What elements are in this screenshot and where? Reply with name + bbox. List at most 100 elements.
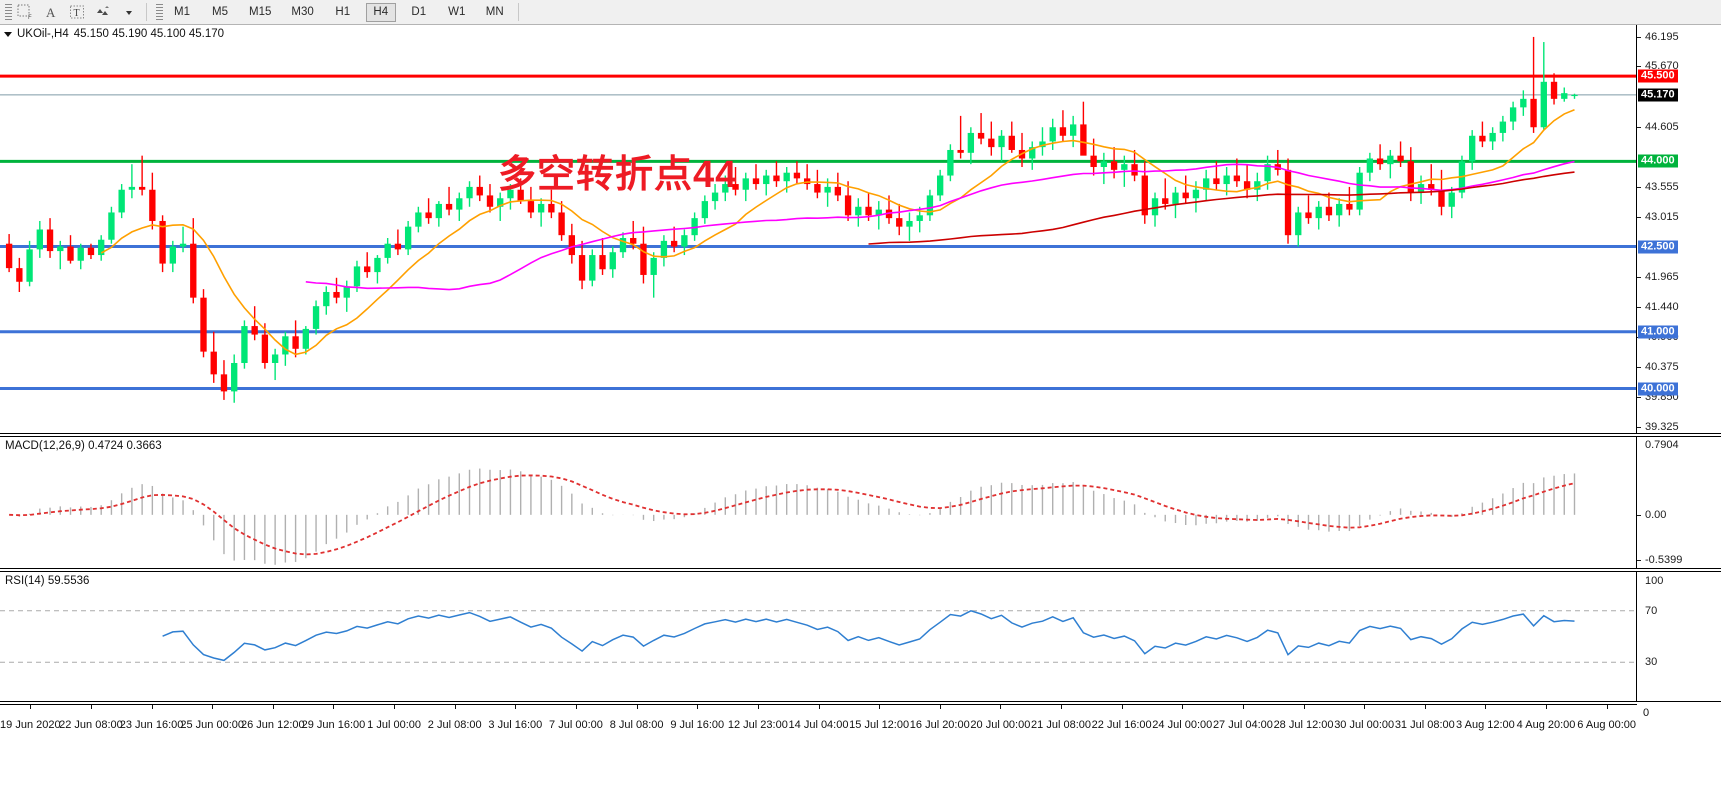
price-tick: 40.375 (1637, 361, 1679, 373)
time-tick-mark (212, 705, 214, 709)
time-tick-mark (757, 705, 759, 709)
price-tag-level-line: 41.000 (1638, 325, 1678, 339)
time-tick-mark (879, 705, 881, 709)
rsi-pane[interactable]: 100 70 30 RSI(14) 59.5536 (0, 571, 1721, 702)
time-tick-mark (575, 705, 577, 709)
price-tag-support-line: 44.000 (1638, 154, 1678, 168)
timeframe-m1[interactable]: M1 (174, 6, 190, 18)
toolbar-divider (146, 3, 147, 21)
symbol-label: UKOil-,H4 (17, 28, 69, 40)
timeframe-d1[interactable]: D1 (411, 6, 427, 18)
price-tag-current-price: 45.170 (1638, 88, 1678, 102)
time-tick-mark (1546, 705, 1548, 709)
time-tick-mark (1242, 705, 1244, 709)
rsi-layer (0, 609, 1636, 663)
price-tick: 46.195 (1637, 31, 1679, 43)
time-axis-label: 28 Jul 12:00 (1273, 719, 1334, 731)
time-tick-mark (30, 705, 32, 709)
text-label-A-icon[interactable]: A (38, 1, 64, 24)
axis-corner-value: 0 (1643, 707, 1650, 719)
time-axis-label: 22 Jul 16:00 (1091, 719, 1152, 731)
price-candles-layer (0, 36, 1636, 403)
time-tick-mark (1182, 705, 1184, 709)
time-axis-label: 30 Jul 00:00 (1334, 719, 1395, 731)
rsi-tick: 70 (1645, 604, 1658, 617)
time-axis-label: 25 Jun 00:00 (180, 719, 245, 731)
time-axis-label: 26 Jun 12:00 (241, 719, 305, 731)
time-axis-label: 3 Aug 12:00 (1456, 719, 1515, 731)
macd-tick: -0.5399 (1637, 554, 1682, 566)
chevron-down-icon[interactable] (116, 1, 142, 24)
chart-annotation-text: 多空转折点44 (498, 154, 738, 196)
price-tick: 43.015 (1637, 211, 1679, 223)
price-tag-resistance-line: 45.500 (1638, 69, 1678, 83)
macd-tick: 0.7904 (1645, 439, 1679, 451)
timeframe-m5[interactable]: M5 (212, 6, 228, 18)
time-axis-label: 7 Jul 00:00 (549, 719, 603, 731)
svg-text:A: A (46, 5, 56, 20)
price-tick: 44.605 (1637, 121, 1679, 133)
time-tick-mark (1364, 705, 1366, 709)
crosshair-grid-icon[interactable]: F (12, 1, 38, 24)
toolbar-grip[interactable] (5, 3, 12, 21)
timeframe-m30[interactable]: M30 (291, 6, 314, 18)
rsi-tick: 30 (1645, 656, 1658, 669)
timeframe-h1[interactable]: H1 (335, 6, 351, 18)
time-tick-mark (1061, 705, 1063, 709)
macd-tick: 0.00 (1637, 509, 1666, 521)
timeframe-m15[interactable]: M15 (249, 6, 272, 18)
timeframe-h4[interactable]: H4 (365, 2, 396, 22)
toolbar: F A T M1 M5 (0, 0, 1721, 25)
svg-text:F: F (28, 15, 32, 20)
timeframe-mn[interactable]: MN (485, 6, 504, 18)
rsi-scale: 100 70 30 (1637, 572, 1721, 701)
symbol-header[interactable]: UKOil-,H4 45.150 45.190 45.100 45.170 (4, 28, 224, 40)
time-axis-label: 8 Jul 08:00 (609, 719, 664, 731)
time-tick-mark (697, 705, 699, 709)
time-axis-label: 31 Jul 08:00 (1394, 719, 1455, 731)
price-tick: 39.325 (1637, 421, 1679, 433)
timeframe-group-grip[interactable] (156, 3, 163, 21)
time-axis-label: 14 Jul 04:00 (788, 719, 849, 731)
chevron-down-icon[interactable] (4, 31, 12, 37)
macd-pane[interactable]: 0.7904 0.00 -0.5399 MACD(12,26,9) 0.4724 0… (0, 436, 1721, 569)
chart-area[interactable]: 多空转折点44 46.195 45.670 44.605 43.555 43.015 41… (0, 25, 1721, 792)
price-tick: 41.965 (1637, 271, 1679, 283)
timeframe-w1[interactable]: W1 (448, 6, 466, 18)
time-tick-mark (272, 705, 274, 709)
macd-label: MACD(12,26,9) 0.4724 0.3663 (5, 440, 162, 452)
objects-shapes-icon[interactable] (90, 1, 116, 24)
price-tag-level-line: 42.500 (1638, 240, 1678, 254)
time-tick-mark (515, 705, 517, 709)
rsi-label: RSI(14) 59.5536 (5, 575, 90, 587)
time-axis-label: 21 Jul 08:00 (1031, 719, 1091, 731)
time-tick-mark (90, 705, 92, 709)
time-tick-mark (151, 705, 153, 709)
time-axis-label: 2 Jul 08:00 (427, 719, 482, 731)
svg-text:T: T (74, 8, 80, 19)
toolbar-divider-2 (517, 3, 519, 21)
time-axis-label: 12 Jul 23:00 (727, 719, 788, 731)
time-tick-mark (1606, 705, 1608, 709)
time-axis-label: 6 Aug 00:00 (1577, 719, 1637, 731)
time-tick-mark (394, 705, 396, 709)
price-scale[interactable]: 46.195 45.670 44.605 43.555 43.015 41.965 41.4… (1637, 25, 1721, 433)
time-axis-label: 24 Jul 00:00 (1152, 719, 1213, 731)
ohlc-values: 45.150 45.190 45.100 45.170 (73, 28, 225, 40)
time-axis-label: 9 Jul 16:00 (670, 719, 725, 731)
price-tick: 45.670 (1637, 60, 1679, 72)
rsi-plot[interactable] (0, 572, 1637, 701)
macd-plot[interactable] (0, 437, 1637, 568)
price-tick: 41.440 (1637, 301, 1679, 313)
text-box-T-icon[interactable]: T (64, 1, 90, 24)
time-tick-mark (454, 705, 456, 709)
time-axis-label: 3 Jul 16:00 (488, 719, 543, 731)
axis-corner: 0 (1637, 704, 1721, 792)
time-axis[interactable]: 19 Jun 2020 22 Jun 08:00 23 Jun 16:00 25 Ju… (0, 704, 1637, 792)
price-plot[interactable]: 多空转折点44 (0, 25, 1637, 433)
macd-layer (9, 468, 1576, 565)
price-pane[interactable]: 多空转折点44 46.195 45.670 44.605 43.555 43.015 41… (0, 25, 1721, 434)
time-axis-label: 20 Jul 00:00 (970, 719, 1031, 731)
time-axis-label: 29 Jun 16:00 (301, 719, 366, 731)
time-axis-label: 22 Jun 08:00 (59, 719, 123, 731)
